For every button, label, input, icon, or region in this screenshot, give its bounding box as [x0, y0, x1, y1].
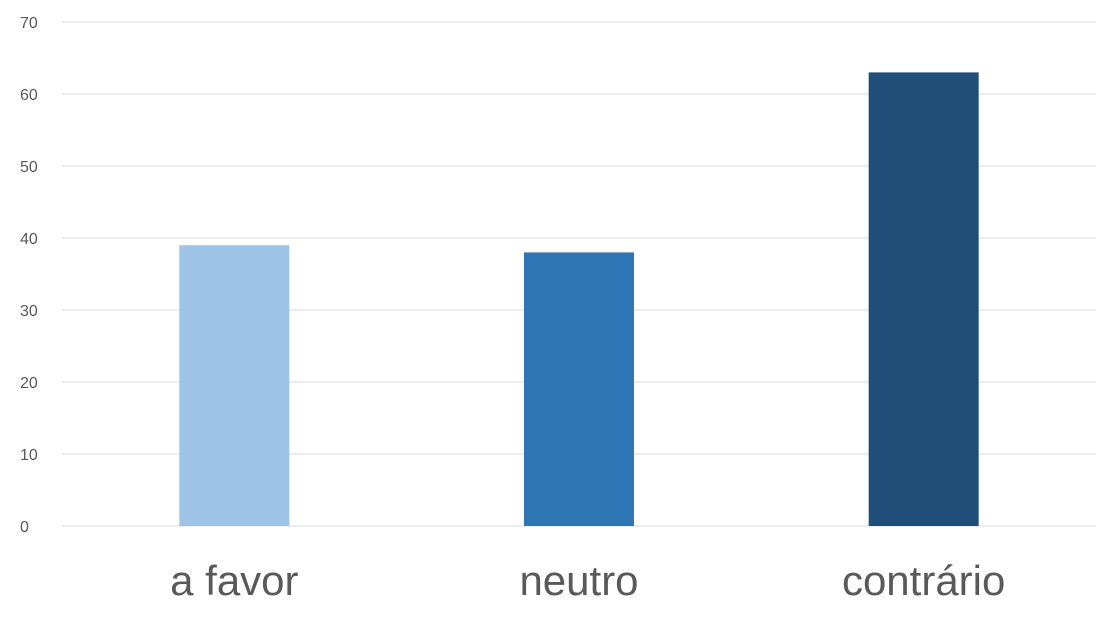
x-category-label: neutro — [519, 557, 638, 604]
y-tick-label: 30 — [20, 303, 38, 320]
y-tick-label: 10 — [20, 447, 38, 464]
bar-neutro — [524, 252, 634, 526]
y-tick-label: 60 — [20, 87, 38, 104]
y-tick-label: 70 — [20, 15, 38, 32]
x-axis-category-labels: a favor neutro contrário — [170, 557, 1005, 604]
bar-contrário — [868, 72, 979, 527]
bars — [179, 72, 979, 527]
bar-a-favor — [179, 245, 290, 526]
x-category-label: a favor — [170, 557, 298, 604]
y-tick-label: 0 — [20, 519, 29, 536]
y-tick-label: 50 — [20, 159, 38, 176]
y-axis-tick-labels: 0 10 20 30 40 50 60 70 — [20, 15, 38, 536]
y-tick-label: 40 — [20, 231, 38, 248]
y-tick-label: 20 — [20, 375, 38, 392]
x-category-label: contrário — [842, 557, 1005, 604]
